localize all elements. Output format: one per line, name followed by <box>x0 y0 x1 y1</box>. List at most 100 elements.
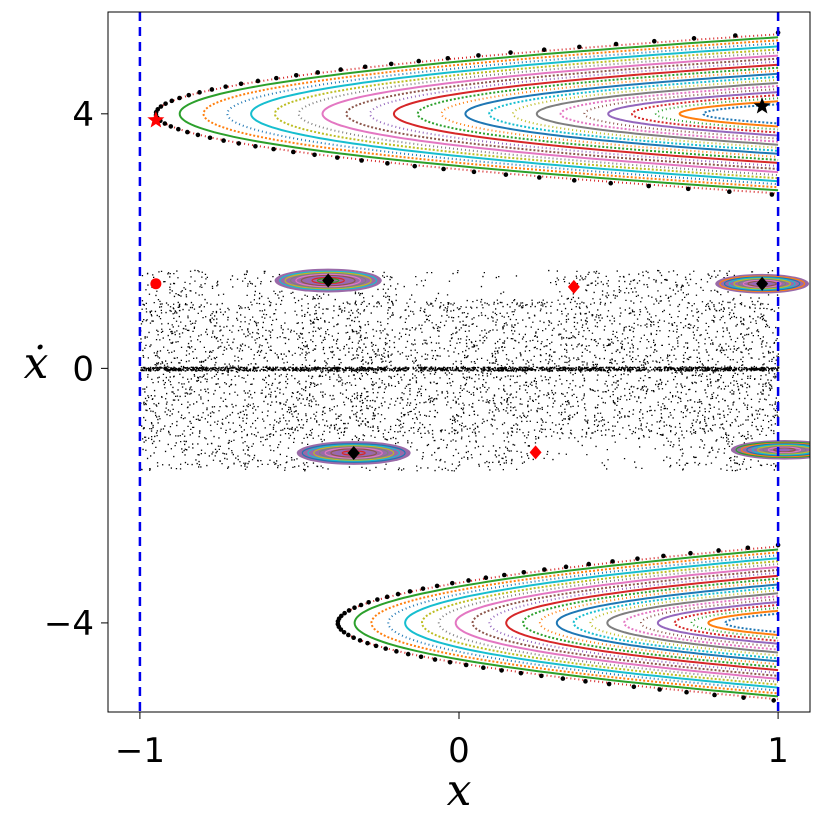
upper-orbit-family <box>153 30 781 197</box>
separatrix-point <box>407 589 413 594</box>
separatrix-point <box>195 132 201 138</box>
separatrix-point <box>613 41 619 47</box>
orbit-curve <box>454 566 779 680</box>
separatrix-point <box>741 695 746 700</box>
separatrix-point <box>432 657 438 662</box>
separatrix-point <box>362 64 368 70</box>
island-orbit <box>284 271 372 290</box>
separatrix-point <box>271 146 276 152</box>
orbit-curve <box>488 75 779 152</box>
orbit-curve <box>559 85 779 143</box>
separatrix-point <box>610 559 615 564</box>
orbit-curve <box>572 586 779 660</box>
orbit-curve <box>404 557 779 689</box>
separatrix-point <box>352 605 357 611</box>
orbit-curve <box>555 583 779 663</box>
separatrix-point <box>481 665 486 670</box>
orbit-curve <box>690 606 779 639</box>
orbit-curve <box>321 54 779 174</box>
separatrix-point <box>383 646 388 651</box>
orbit-curve <box>416 66 779 161</box>
y-axis-label: ẋ <box>24 338 49 389</box>
chaotic-sea <box>140 269 780 472</box>
separatrix-point <box>608 180 614 186</box>
orbit-curve <box>707 609 779 636</box>
separatrix-point <box>176 126 181 132</box>
orbit-curve <box>589 589 779 657</box>
separatrix-point <box>769 192 775 197</box>
separatrix-point <box>375 597 380 602</box>
separatrix-point <box>445 55 451 61</box>
island-orbit <box>757 444 810 455</box>
separatrix-point <box>335 155 340 160</box>
separatrix-point <box>586 561 592 567</box>
island-orbit <box>719 275 806 292</box>
orbit-curve <box>630 94 779 134</box>
orbit-curve <box>437 563 779 683</box>
island-orbit <box>767 446 802 453</box>
separatrix-point <box>434 583 440 589</box>
separatrix-point <box>162 121 168 126</box>
resonance-island <box>730 440 810 460</box>
separatrix-point <box>359 158 364 163</box>
separatrix-point <box>691 36 697 41</box>
island-orbit <box>762 445 807 454</box>
separatrix-point <box>238 81 244 87</box>
separatrix-point <box>223 84 228 89</box>
separatrix-point <box>471 169 477 175</box>
orbit-curve <box>702 103 779 125</box>
separatrix-point <box>366 599 371 605</box>
orbit-curve <box>273 48 779 180</box>
star-marker <box>753 97 771 114</box>
lower-orbit-family <box>335 542 781 703</box>
y-tick-label: 4 <box>72 95 94 135</box>
separatrix-point <box>542 567 547 572</box>
separatrix-point <box>447 659 453 665</box>
circle-marker <box>150 278 162 290</box>
orbit-curve <box>673 604 779 642</box>
separatrix-point <box>688 550 693 556</box>
separatrix-point <box>521 569 527 575</box>
diamond-marker <box>347 446 360 460</box>
separatrix-point <box>449 580 455 586</box>
separatrix-point <box>499 668 504 673</box>
separatrix-point <box>476 53 481 58</box>
orbit-curve <box>656 601 779 645</box>
orbit-curve <box>202 39 779 189</box>
separatrix-point <box>560 676 566 681</box>
separatrix-point <box>291 149 296 155</box>
separatrix-point <box>342 610 347 616</box>
separatrix-point <box>405 651 411 657</box>
separatrix-point <box>657 687 662 692</box>
chaotic-points <box>140 269 780 472</box>
island-orbit <box>746 443 810 457</box>
separatrix-point <box>341 629 347 635</box>
island-orbit <box>313 445 395 461</box>
separatrix-point <box>539 673 544 679</box>
separatrix-point <box>185 129 190 135</box>
orbit-curve <box>440 69 779 158</box>
separatrix-point <box>745 545 751 551</box>
separatrix-point <box>606 681 612 687</box>
separatrix-point <box>158 104 164 109</box>
separatrix-point <box>583 679 588 684</box>
separatrix-point <box>385 161 390 166</box>
orbit-curve <box>336 545 779 701</box>
separatrix-point <box>463 662 469 668</box>
island-orbit <box>751 444 810 456</box>
separatrix-point <box>483 575 489 581</box>
separatrix-point <box>373 643 379 649</box>
separatrix-point <box>732 33 738 38</box>
separatrix-point <box>503 172 509 177</box>
y-tick-label: 0 <box>72 349 94 389</box>
orbit-curve <box>387 554 779 692</box>
x-tick-label: −1 <box>115 731 165 771</box>
separatrix-point <box>466 578 471 583</box>
orbit-curve <box>392 63 779 164</box>
separatrix-point <box>635 556 640 561</box>
separatrix-point <box>169 98 175 104</box>
separatrix-point <box>177 95 182 101</box>
axis-ticks: −1 0 1 −4 0 4 <box>44 95 789 771</box>
x-axis-label: x <box>447 765 472 816</box>
orbit-curve <box>606 592 779 654</box>
